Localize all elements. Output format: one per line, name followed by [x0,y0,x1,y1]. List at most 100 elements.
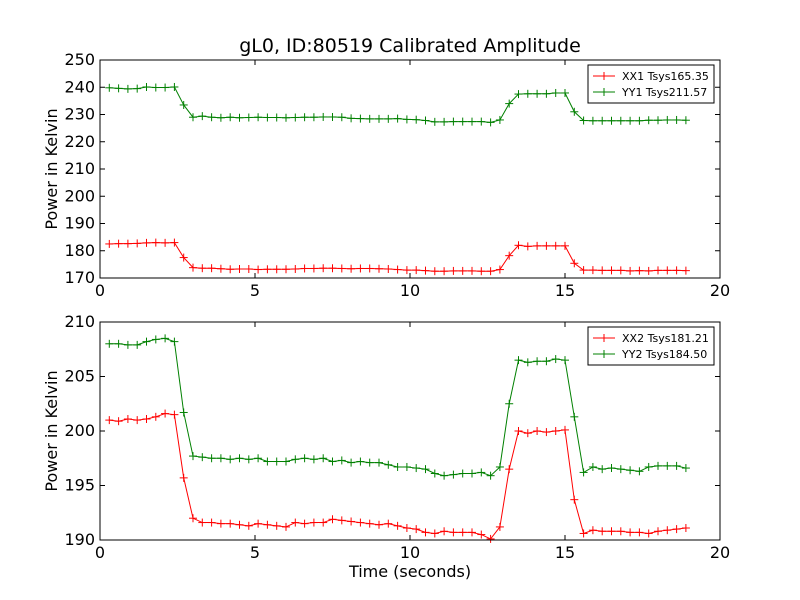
data-point [244,521,253,530]
legend-item: XX1 Tsys165.35 [593,70,709,83]
data-point [514,241,523,250]
data-point [133,340,142,349]
data-point [644,116,653,125]
data-point [216,519,225,528]
y-tick-label: 200 [64,421,95,440]
data-point [384,265,393,274]
data-point [468,469,476,478]
data-point [142,82,151,91]
data-point [570,412,579,421]
data-point [365,114,374,123]
data-point [226,265,235,274]
data-point [375,520,383,529]
data-point [375,114,383,123]
data-point [588,462,597,471]
y-axis-label: Power in Kelvin [42,108,61,229]
data-point [644,529,653,538]
data-point [514,427,523,435]
data-point [514,90,523,99]
data-point [607,527,616,536]
data-point [282,457,290,466]
data-point [505,465,514,474]
data-point [449,266,458,275]
legend-label: YY1 Tsys211.57 [621,86,707,99]
data-point [300,519,309,528]
data-point [570,107,579,116]
x-tick-label: 10 [400,281,420,300]
data-point [681,116,690,125]
data-point [681,464,690,473]
data-point [626,266,635,275]
data-point [179,253,188,262]
data-point [486,267,495,276]
data-point [681,524,690,533]
data-point [151,412,160,421]
data-point [309,264,318,273]
data-point [123,340,132,349]
data-point [291,518,300,527]
data-point [458,528,467,537]
data-point [179,100,188,109]
data-point [542,89,551,98]
data-point [440,117,449,126]
data-point [393,462,402,471]
data-point [142,337,151,346]
data-point [421,528,430,537]
data-point [542,241,551,250]
data-point [263,265,272,274]
data-point [291,113,300,122]
data-point [254,113,263,122]
data-point [328,112,337,121]
data-point [151,238,160,247]
data-point [189,452,197,461]
data-point [235,113,244,122]
x-tick-label: 5 [250,281,260,300]
data-point [216,113,225,122]
data-point [486,118,495,127]
legend-item: YY2 Tsys184.50 [593,348,707,361]
data-point [198,518,207,527]
data-point [598,116,607,125]
data-point [114,339,123,348]
legend-item: YY1 Tsys211.57 [593,86,707,99]
data-point [644,462,653,471]
legend-label: XX2 Tsys181.21 [622,332,709,345]
plot-frame [99,59,721,279]
data-point [179,408,188,417]
data-point [551,88,560,97]
data-point [105,339,114,348]
data-point [607,464,616,473]
data-point [430,117,439,126]
data-point [291,455,300,464]
data-point [616,266,625,275]
data-point [244,113,253,122]
x-tick-label: 0 [95,281,105,300]
data-point [672,115,681,124]
data-point [282,522,290,531]
data-point [170,410,179,419]
data-point [114,417,123,426]
data-point [356,457,365,466]
data-point [616,465,625,474]
data-point [151,335,160,344]
data-point [384,114,393,123]
data-point [319,112,328,121]
data-point [133,239,142,248]
data-point [105,83,114,92]
data-point [179,473,188,482]
data-point [449,470,458,479]
data-point [449,528,458,537]
data-point [663,526,672,535]
y-tick-label: 210 [64,159,95,178]
data-point [458,117,467,126]
data-point [272,113,281,122]
data-point [244,265,253,274]
data-point [477,117,486,126]
data-point [272,521,281,530]
data-point [579,468,588,477]
x-tick-label: 5 [250,543,260,562]
data-point [142,415,151,424]
data-point [561,356,569,365]
data-point [198,264,207,273]
data-point [551,355,560,364]
